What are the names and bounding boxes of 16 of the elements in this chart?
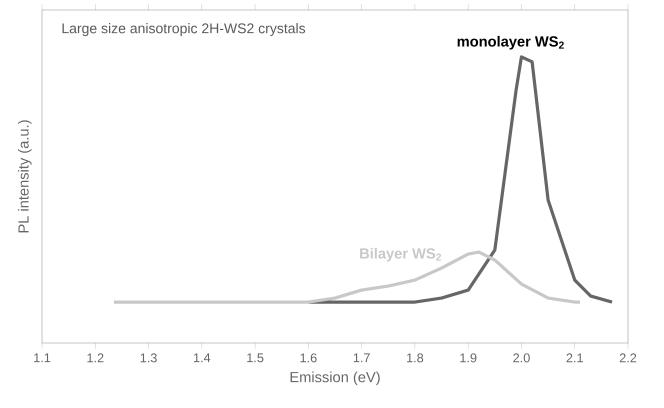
x-tick-label: 2.0: [513, 353, 530, 362]
x-tick-label: 1.9: [460, 353, 476, 362]
y-axis-title: PL intensity (a.u.): [18, 120, 32, 232]
text: monolayer WS$_{2}$: [458, 36, 564, 50]
x-tick-label: 1.2: [87, 353, 104, 362]
x-tick-label: 1.1: [34, 353, 50, 362]
x-tick-label: 1.4: [194, 353, 210, 362]
text: Large size anisotropic 2H-WS2 crystals: [62, 23, 306, 36]
x-tick-label: 1.5: [247, 353, 264, 362]
x-tick-label: 2.2: [620, 353, 636, 362]
x-axis-title: Emission (eV): [290, 372, 380, 386]
x-tick-label: 1.8: [407, 353, 424, 362]
x-tick-label: 1.6: [300, 353, 317, 362]
x-tick-label: 1.3: [140, 353, 157, 362]
x-tick-label: 2.1: [566, 353, 583, 362]
x-tick-label: 1.7: [354, 353, 370, 362]
